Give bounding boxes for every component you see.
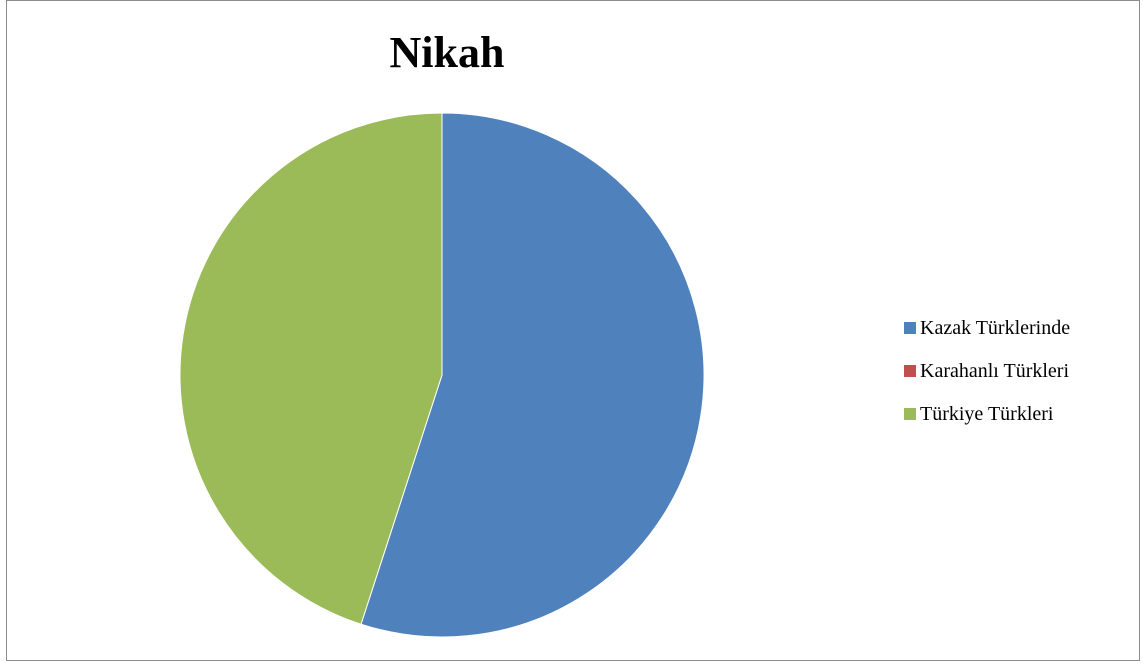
- legend-item-1: Kazak Türklerinde: [904, 317, 1136, 339]
- legend-swatch: [904, 322, 916, 334]
- legend-label: Karahanlı Türkleri: [920, 359, 1070, 382]
- legend-item-2: Karahanlı Türkleri: [904, 360, 1136, 382]
- legend-swatch: [904, 408, 916, 420]
- pie-chart: [179, 112, 705, 638]
- pie-slice-1: [360, 112, 705, 638]
- legend-item-3: Türkiye Türkleri: [904, 403, 1136, 425]
- legend-label: Türkiye Türkleri: [920, 402, 1054, 425]
- chart-title: Nikah: [389, 28, 505, 77]
- pie-slice-3: [179, 112, 443, 625]
- legend-swatch: [904, 365, 916, 377]
- chart-frame: Nikah Kazak Türklerinde Karahanlı Türkler…: [6, 0, 1140, 661]
- legend: Kazak Türklerinde Karahanlı Türkleri Türki…: [904, 317, 1136, 446]
- legend-label: Kazak Türklerinde: [920, 316, 1071, 339]
